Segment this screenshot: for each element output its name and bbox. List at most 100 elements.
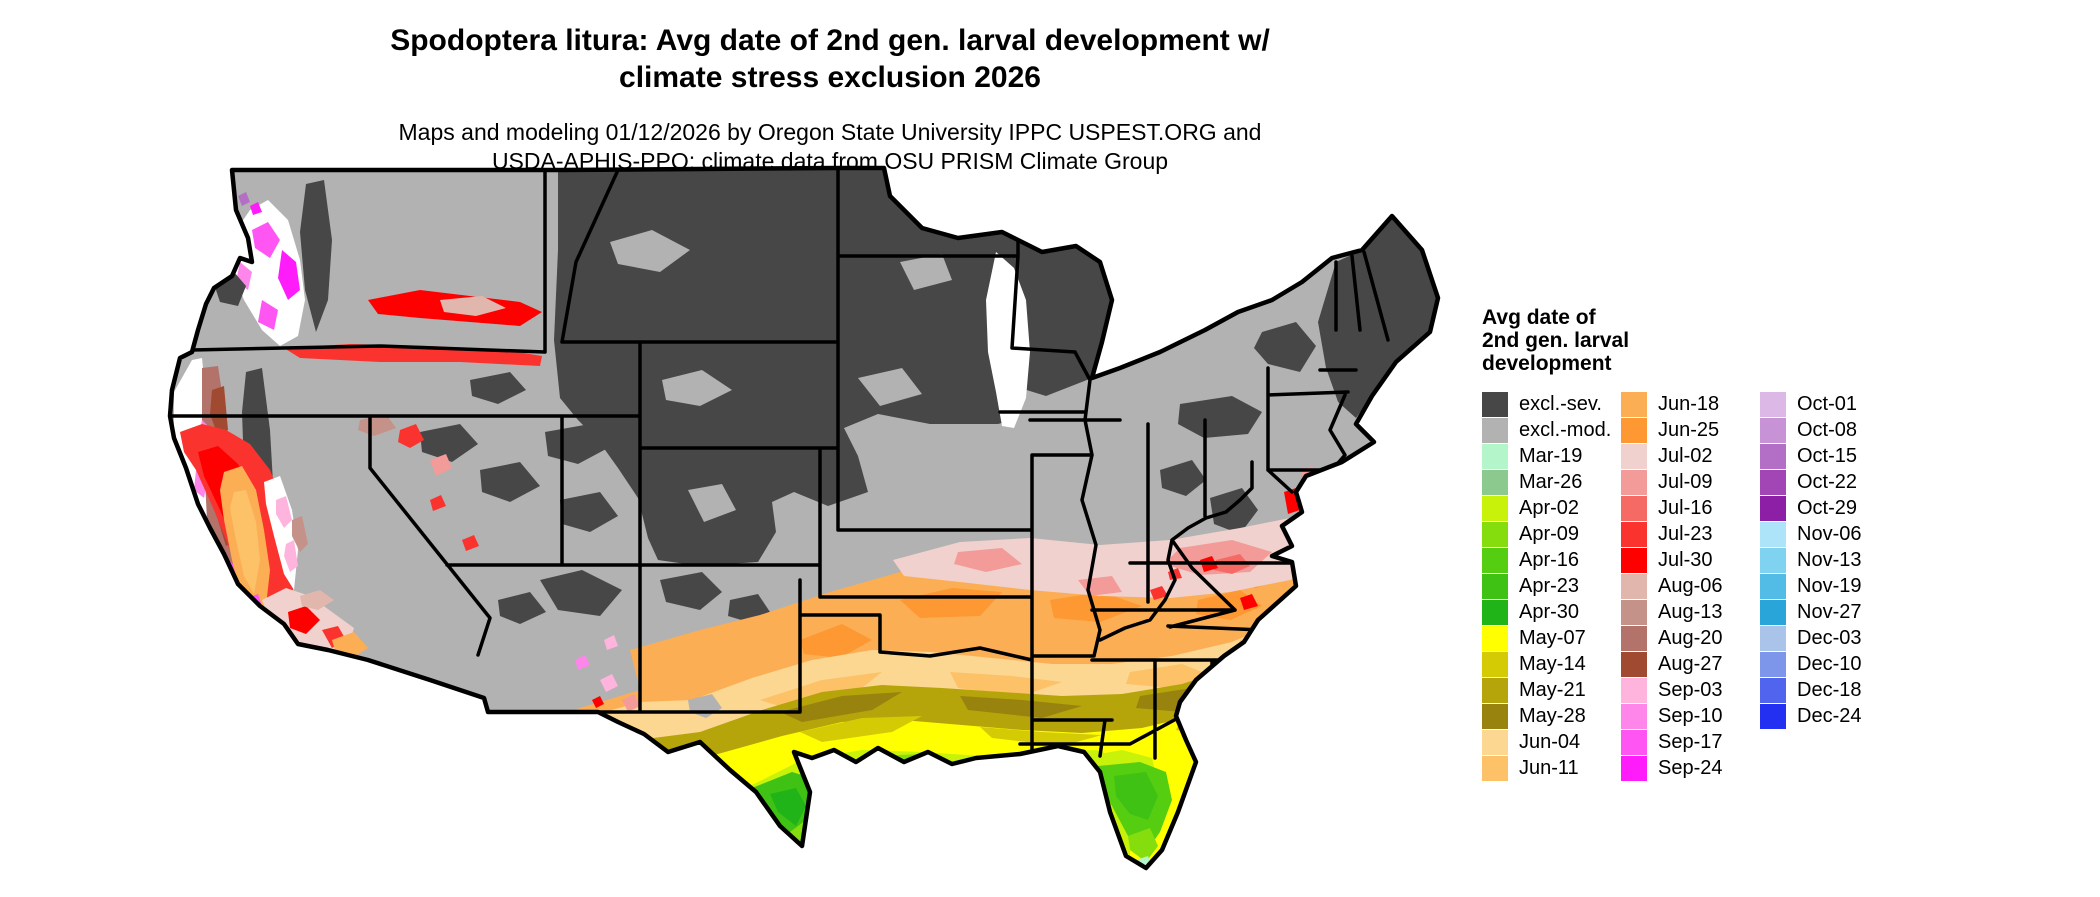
legend-entry: Dec-18 <box>1760 677 1910 703</box>
page-title: Spodoptera litura: Avg date of 2nd gen. … <box>0 22 1660 96</box>
map-patch-sierra-pink-1 <box>276 496 292 528</box>
legend-swatch <box>1760 677 1786 703</box>
map-region-central-valley-core <box>230 490 260 594</box>
legend-label: Jul-23 <box>1658 522 1713 545</box>
legend-label: Oct-29 <box>1797 496 1858 519</box>
legend-swatch <box>1482 729 1508 755</box>
map-patch-may14-1 <box>800 716 922 742</box>
legend-swatch <box>1760 547 1786 573</box>
legend-entry: Jul-02 <box>1621 443 1760 469</box>
legend-entry: Jun-04 <box>1482 729 1621 755</box>
legend-label: Jun-18 <box>1658 392 1720 415</box>
legend-label: Jul-16 <box>1658 496 1713 519</box>
title-line-2: climate stress exclusion 2026 <box>619 61 1041 94</box>
map-region-excl-severe-new-england <box>1318 216 1438 418</box>
legend-entry: Sep-03 <box>1621 677 1760 703</box>
legend-label: Dec-10 <box>1797 652 1862 675</box>
legend-swatch <box>1482 677 1508 703</box>
map-dark-blob-nevada-1 <box>420 424 478 462</box>
legend-label: Apr-09 <box>1519 522 1580 545</box>
legend-entry: Mar-19 <box>1482 443 1621 469</box>
legend-swatch <box>1621 755 1647 781</box>
legend-entry: Nov-19 <box>1760 573 1910 599</box>
legend-title-line-2: 2nd gen. larval <box>1482 329 1630 352</box>
map-dark-blob-arizona-1 <box>540 570 622 616</box>
map-magenta-channel-island-1 <box>240 627 251 639</box>
legend-column: Jun-18 Jun-25 Jul-02 Jul-09 Jul-16 Jul-23 Jul-… <box>1621 391 1760 781</box>
legend-swatch <box>1621 729 1647 755</box>
map-region-south-texas-green-core <box>770 788 806 826</box>
legend-entry: Mar-26 <box>1482 469 1621 495</box>
legend-swatch <box>1621 469 1647 495</box>
map-region-excl-severe-north <box>554 168 1112 566</box>
legend-swatch <box>1760 443 1786 469</box>
legend-label: Nov-19 <box>1797 574 1862 597</box>
map-patch-aug27-1 <box>210 386 228 436</box>
legend-label: Mar-26 <box>1519 470 1583 493</box>
legend-entry: excl.-mod. <box>1482 417 1621 443</box>
legend-entry: Aug-13 <box>1621 599 1760 625</box>
legend-label: Apr-30 <box>1519 600 1580 623</box>
legend-entry: Jul-23 <box>1621 521 1760 547</box>
map-patch-may14-2 <box>980 727 1102 746</box>
legend-entry: Nov-06 <box>1760 521 1910 547</box>
title-line-1: Spodoptera litura: Avg date of 2nd gen. … <box>390 24 1270 57</box>
map-patch-jun25-3 <box>800 624 872 658</box>
legend-label: Oct-15 <box>1797 444 1858 467</box>
legend-swatch <box>1621 547 1647 573</box>
legend-entry: May-21 <box>1482 677 1621 703</box>
legend-label: Nov-06 <box>1797 522 1862 545</box>
legend-entry: Jul-09 <box>1621 469 1760 495</box>
map-dark-blob-oregon-se <box>470 372 526 404</box>
map-speck-west-texas-2 <box>622 694 640 712</box>
legend-swatch <box>1482 703 1508 729</box>
legend-entry: Nov-13 <box>1760 547 1910 573</box>
conus-map <box>165 160 1445 892</box>
map-speck-blue-mountains-1 <box>398 424 424 448</box>
legend-label: Aug-20 <box>1658 626 1723 649</box>
map-patch-jun25-2 <box>1050 592 1142 622</box>
legend-column: Oct-01 Oct-08 Oct-15 Oct-22 Oct-29 Nov-06 Nov-… <box>1760 391 1910 781</box>
legend-label: Aug-13 <box>1658 600 1723 623</box>
legend-swatch <box>1760 521 1786 547</box>
map-speck-west-texas-3 <box>592 696 604 708</box>
legend-entry: Sep-24 <box>1621 755 1760 781</box>
legend-entry: Jun-25 <box>1621 417 1760 443</box>
legend-label: Jul-30 <box>1658 548 1713 571</box>
legend-label: Jun-04 <box>1519 730 1581 753</box>
legend-swatch <box>1760 599 1786 625</box>
legend-entry: Apr-09 <box>1482 521 1621 547</box>
legend-entry: May-28 <box>1482 703 1621 729</box>
legend-label: May-28 <box>1519 704 1586 727</box>
legend-label: Sep-24 <box>1658 756 1723 779</box>
legend-entry: Jul-16 <box>1621 495 1760 521</box>
legend-swatch <box>1760 495 1786 521</box>
legend-swatch <box>1482 651 1508 677</box>
legend-swatch <box>1621 703 1647 729</box>
map-light-patch-dakota <box>900 254 952 290</box>
legend-swatch <box>1760 391 1786 417</box>
legend-entry: Dec-10 <box>1760 651 1910 677</box>
legend-entry: May-14 <box>1482 651 1621 677</box>
map-dark-blob-utah-2 <box>560 492 618 532</box>
legend-entry: Jul-30 <box>1621 547 1760 573</box>
legend-entry: Oct-15 <box>1760 443 1910 469</box>
legend-label: Sep-03 <box>1658 678 1723 701</box>
legend-swatch <box>1760 703 1786 729</box>
map-magenta-puget-4 <box>258 300 278 330</box>
legend-label: Jul-02 <box>1658 444 1713 467</box>
map-purple-speck-nw <box>238 192 250 206</box>
legend-label: May-21 <box>1519 678 1586 701</box>
legend-swatch <box>1621 651 1647 677</box>
map-patch-jul09-2 <box>954 548 1022 572</box>
legend-label: Nov-27 <box>1797 600 1862 623</box>
legend-label: Sep-17 <box>1658 730 1723 753</box>
map-patch-may28-1 <box>780 692 902 722</box>
legend-columns: excl.-sev. excl.-mod. Mar-19 Mar-26 Apr-02 Ap… <box>1482 391 1962 781</box>
map-blob-socal-red-1 <box>288 606 320 634</box>
map-patch-socal-tan <box>300 590 334 610</box>
legend-swatch <box>1482 547 1508 573</box>
map-magenta-oregon-3 <box>208 610 224 640</box>
map-magenta-channel-island-2 <box>228 613 239 625</box>
